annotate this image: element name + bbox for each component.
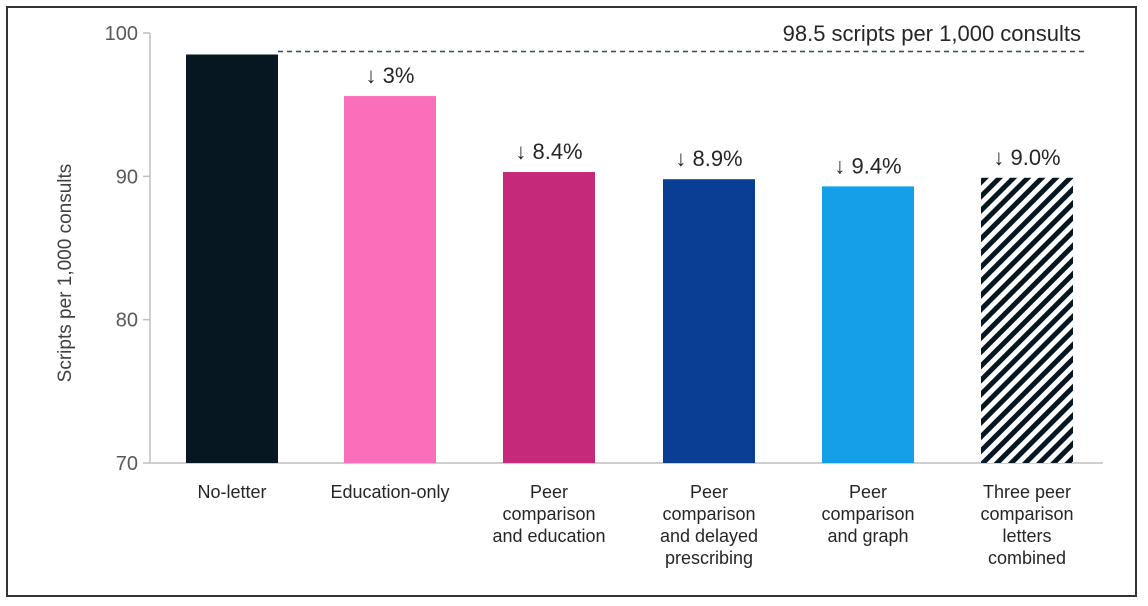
y-tick-label: 90 (116, 166, 138, 188)
bar (663, 179, 755, 463)
y-axis-title: Scripts per 1,000 consults (55, 164, 76, 383)
x-tick-label: Peer comparison and graph (821, 482, 914, 546)
data-label: ↓ 3% (366, 63, 415, 88)
bar (981, 177, 1073, 463)
reference-line-label: 98.5 scripts per 1,000 consults (783, 21, 1081, 46)
data-label: ↓ 8.9% (675, 146, 742, 171)
labels: No-letter ↓ 3% Education-only ↓ 8.4% Peer com… (197, 63, 1073, 568)
x-tick-label: Education-only (330, 482, 449, 502)
x-tick-label: No-letter (197, 482, 266, 502)
y-tick-label: 70 (116, 453, 138, 475)
axes: 70 80 90 100 Scripts per 1,000 consults 98.5 … (55, 21, 1103, 475)
bars (186, 54, 1073, 464)
data-label: ↓ 9.0% (993, 145, 1060, 170)
bar (822, 186, 914, 463)
y-tick-label: 80 (116, 310, 138, 332)
data-label: ↓ 8.4% (515, 139, 582, 164)
bar (344, 96, 436, 464)
data-label: ↓ 9.4% (834, 153, 901, 178)
bar (503, 172, 595, 464)
x-tick-label: Three peer comparison letters combined (980, 482, 1073, 568)
y-tick-label: 100 (105, 23, 138, 45)
x-tick-label: Peer comparison and delayed prescribing (660, 482, 758, 568)
x-tick-label: Peer comparison and education (492, 482, 605, 546)
bar (186, 54, 278, 463)
